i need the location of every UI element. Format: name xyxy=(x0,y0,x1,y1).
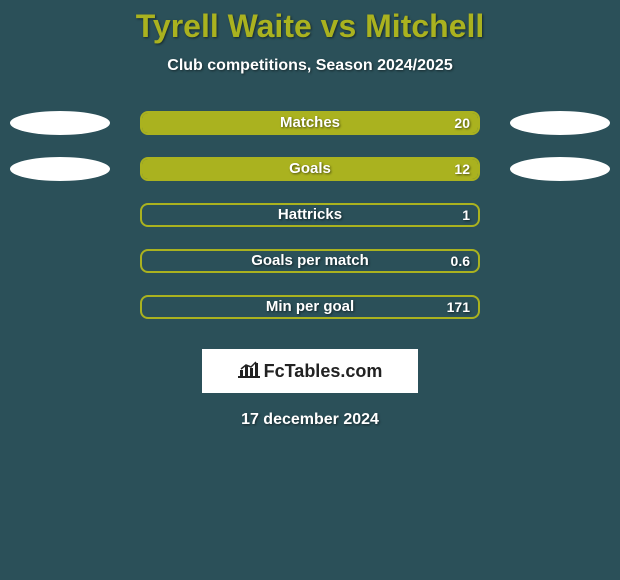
stat-row: Goals12 xyxy=(0,157,620,203)
stat-row: Min per goal171 xyxy=(0,295,620,341)
stat-bar xyxy=(140,295,480,319)
stat-bar xyxy=(140,203,480,227)
stat-value-right: 171 xyxy=(447,295,476,319)
stat-bar xyxy=(140,157,480,181)
stat-row: Hattricks1 xyxy=(0,203,620,249)
player-left-shape xyxy=(10,111,110,135)
bar-fill-right xyxy=(142,159,478,179)
player-right-shape xyxy=(510,111,610,135)
player-left-shape xyxy=(10,157,110,181)
stat-value-right: 0.6 xyxy=(451,249,476,273)
stat-value-right: 1 xyxy=(462,203,476,227)
stat-value-right: 12 xyxy=(454,157,476,181)
stat-row: Matches20 xyxy=(0,111,620,157)
bar-fill-right xyxy=(142,113,478,133)
page-title: Tyrell Waite vs Mitchell xyxy=(0,8,620,45)
brand-text: FcTables.com xyxy=(264,361,383,382)
stat-row: Goals per match0.6 xyxy=(0,249,620,295)
stat-rows: Matches20Goals12Hattricks1Goals per matc… xyxy=(0,111,620,341)
date-label: 17 december 2024 xyxy=(0,411,620,429)
player-right-shape xyxy=(510,157,610,181)
chart-icon xyxy=(238,360,260,383)
stat-bar xyxy=(140,111,480,135)
stat-bar xyxy=(140,249,480,273)
stat-value-right: 20 xyxy=(454,111,476,135)
brand-logo: FcTables.com xyxy=(202,349,418,393)
subtitle: Club competitions, Season 2024/2025 xyxy=(0,57,620,75)
comparison-card: Tyrell Waite vs Mitchell Club competitio… xyxy=(0,0,620,580)
